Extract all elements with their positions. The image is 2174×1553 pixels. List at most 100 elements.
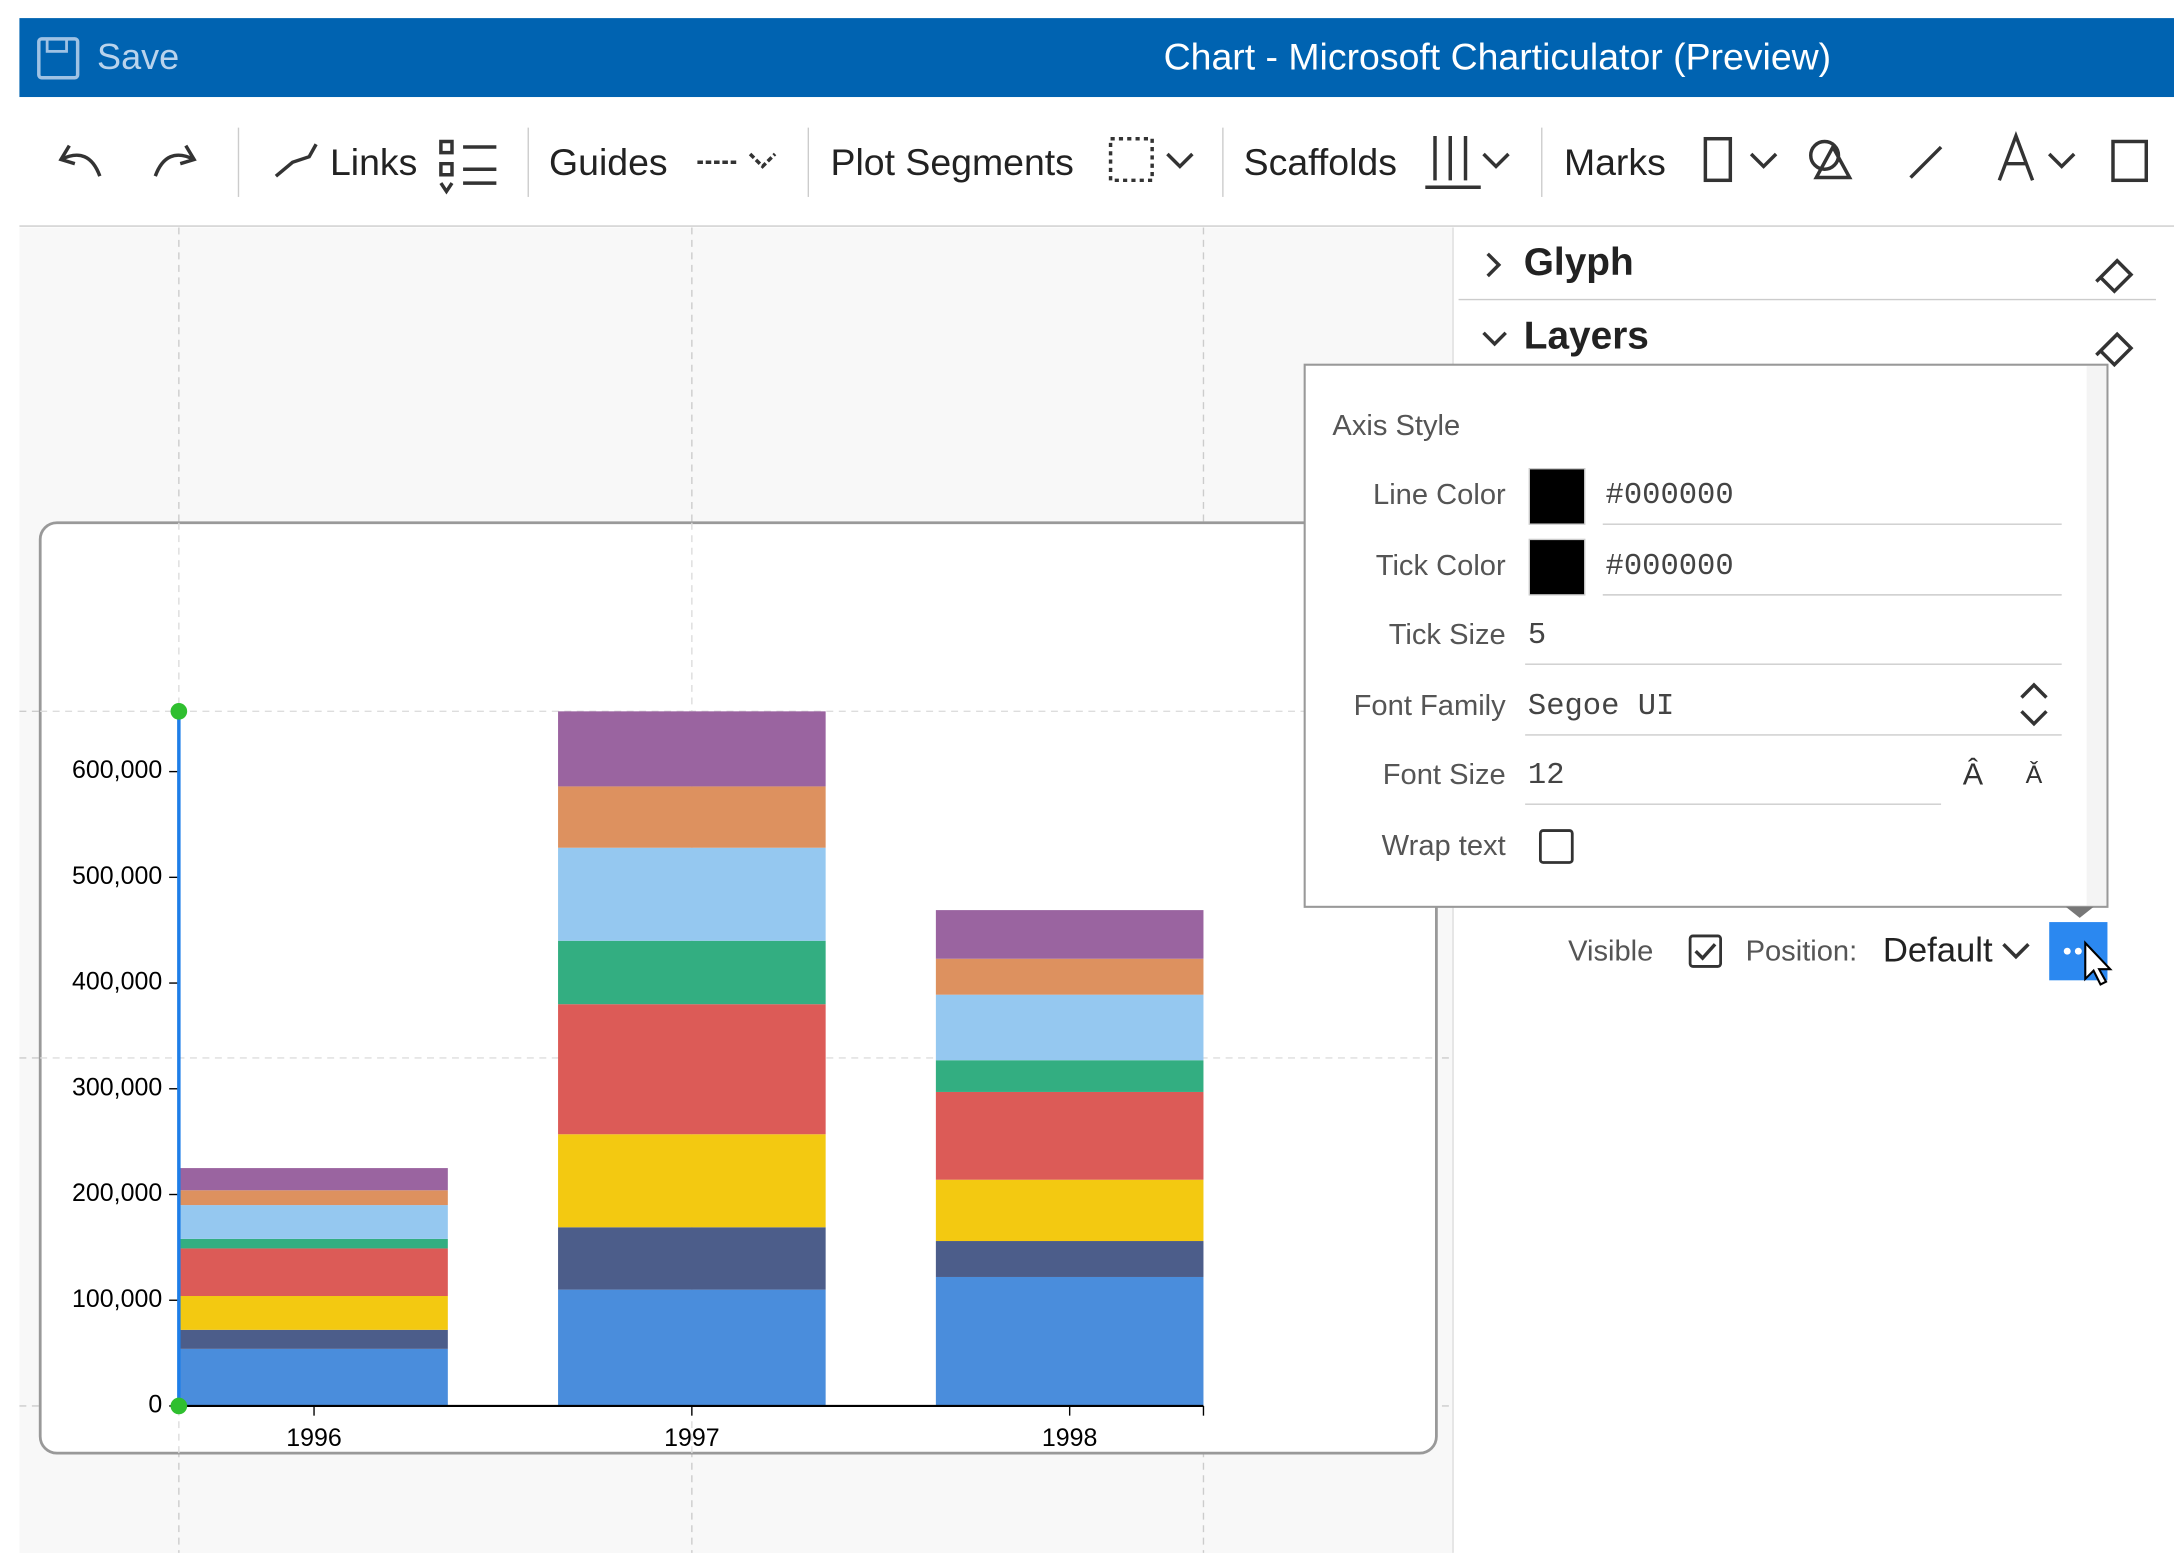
bar-segment xyxy=(180,1168,448,1191)
axis-style-popup xyxy=(1303,363,2109,908)
bar-segment xyxy=(180,1248,448,1297)
separators xyxy=(237,127,1543,197)
field-label: Tick Color xyxy=(1376,550,1506,582)
pin-icon[interactable] xyxy=(2095,258,2134,294)
plot-segments-button[interactable]: Plot Segments xyxy=(831,141,1074,183)
font-smaller[interactable]: Ǎ xyxy=(2026,760,2043,789)
bar-segment xyxy=(180,1190,448,1206)
field-value: #000000 xyxy=(1606,479,1734,513)
legend-icon[interactable] xyxy=(439,139,497,195)
field-label: Font Size xyxy=(1383,759,1506,791)
x-tick-label: 1998 xyxy=(1042,1424,1097,1452)
window-title: Chart - Microsoft Charticulator (Preview… xyxy=(1164,36,1832,78)
layers-header[interactable]: Layers xyxy=(1524,315,1649,358)
bar-segment xyxy=(180,1348,448,1406)
glyph-expand[interactable] xyxy=(1486,252,1502,278)
save-label: Save xyxy=(97,36,179,77)
wrap-checkbox[interactable] xyxy=(1538,829,1574,864)
bar-segment xyxy=(558,1227,826,1290)
bar-segment xyxy=(935,994,1204,1061)
pin-icon[interactable] xyxy=(2095,331,2134,368)
symbol-icon[interactable] xyxy=(1809,139,1841,171)
bar-segment xyxy=(558,1004,826,1135)
bar-segment xyxy=(180,1329,448,1349)
dropdown-arrow[interactable] xyxy=(2002,943,2030,960)
position-label: Position: xyxy=(1746,935,1858,967)
visible-checkbox[interactable] xyxy=(1688,934,1723,968)
bar-segment xyxy=(180,1296,448,1330)
axis-handle[interactable] xyxy=(170,1397,188,1415)
y-tick-label: 300,000 xyxy=(72,1073,162,1101)
guides-button[interactable]: Guides xyxy=(549,141,668,183)
field-label: Line Color xyxy=(1373,479,1506,511)
bar-segment xyxy=(935,1060,1204,1092)
bar-segment xyxy=(558,711,826,787)
check-mark xyxy=(1694,943,1717,961)
axis-handle[interactable] xyxy=(170,703,188,720)
links-button[interactable]: Links xyxy=(330,141,417,183)
y-tick-label: 0 xyxy=(148,1391,162,1419)
toolbar xyxy=(19,97,2174,227)
bar-segment xyxy=(558,786,826,848)
bar-segment xyxy=(935,1179,1204,1242)
field-value: 12 xyxy=(1528,759,1565,793)
save-button[interactable]: Save xyxy=(37,36,179,80)
bar-segment xyxy=(180,1238,448,1249)
bar-segment xyxy=(558,1289,826,1406)
y-tick-label: 500,000 xyxy=(72,862,162,890)
bar-segment xyxy=(935,1276,1204,1406)
bar-segment xyxy=(180,1205,448,1239)
y-tick-label: 400,000 xyxy=(72,968,162,996)
title-bar xyxy=(19,18,2174,98)
y-tick-label: 200,000 xyxy=(72,1179,162,1207)
field-value: 5 xyxy=(1528,619,1546,653)
y-tick-label: 600,000 xyxy=(72,756,162,784)
bar-segment xyxy=(935,1091,1204,1180)
visible-label: Visible xyxy=(1568,935,1653,967)
bar-segment xyxy=(558,847,826,941)
field-label: Tick Size xyxy=(1389,619,1506,651)
bar-segment xyxy=(558,940,826,1005)
image-icon[interactable] xyxy=(2111,139,2149,183)
font-larger[interactable]: Â xyxy=(1963,757,1984,792)
x-tick-label: 1996 xyxy=(286,1424,341,1452)
font-spinner[interactable] xyxy=(2020,682,2048,727)
popup-title: Axis Style xyxy=(1332,410,1460,442)
x-tick-label: 1997 xyxy=(664,1424,719,1452)
plot-segment-icon[interactable] xyxy=(1108,136,1154,183)
popup-scrollbar xyxy=(2086,366,2107,906)
save-icon-part xyxy=(45,37,68,53)
bar-segment xyxy=(935,1241,1204,1277)
popup-pointer xyxy=(2065,906,2094,918)
popup-fields: Line Color #000000 Tick Color #000000 Tick S… xyxy=(1354,468,2062,862)
scaffolds-icon[interactable] xyxy=(1425,135,1510,189)
position-dropdown[interactable]: Default xyxy=(1883,932,1993,970)
glyph-header[interactable]: Glyph xyxy=(1524,241,1634,284)
mark-icons[interactable] xyxy=(1749,131,2076,181)
field-label: Font Family xyxy=(1354,690,1506,722)
dot xyxy=(2074,947,2082,955)
scaffolds-button[interactable]: Scaffolds xyxy=(1244,141,1397,183)
color-swatch[interactable] xyxy=(1528,538,1586,596)
redo-icon[interactable] xyxy=(153,144,197,177)
marks-button[interactable]: Marks xyxy=(1564,141,1666,183)
dropdown-arrow[interactable] xyxy=(1166,152,1194,169)
layers-collapse[interactable] xyxy=(1482,331,1507,347)
links-icon[interactable] xyxy=(274,143,318,178)
color-swatch[interactable] xyxy=(1528,468,1586,525)
rect-mark-icon[interactable] xyxy=(1703,136,1733,183)
bar-segment xyxy=(935,958,1204,995)
dot xyxy=(2063,947,2071,955)
bar-segment xyxy=(935,910,1204,959)
bar-segment xyxy=(558,1134,826,1228)
cursor xyxy=(2084,940,2113,986)
field-value: #000000 xyxy=(1606,550,1734,584)
field-label: Wrap text xyxy=(1382,830,1506,862)
guides-dropdown[interactable] xyxy=(697,152,777,169)
undo-icon[interactable] xyxy=(58,144,102,177)
y-tick-label: 100,000 xyxy=(72,1285,162,1313)
field-value: Segoe UI xyxy=(1528,690,1674,724)
chart: 0 100,000 200,000 300,000 400,000 500,000 600,… xyxy=(72,703,1205,1452)
